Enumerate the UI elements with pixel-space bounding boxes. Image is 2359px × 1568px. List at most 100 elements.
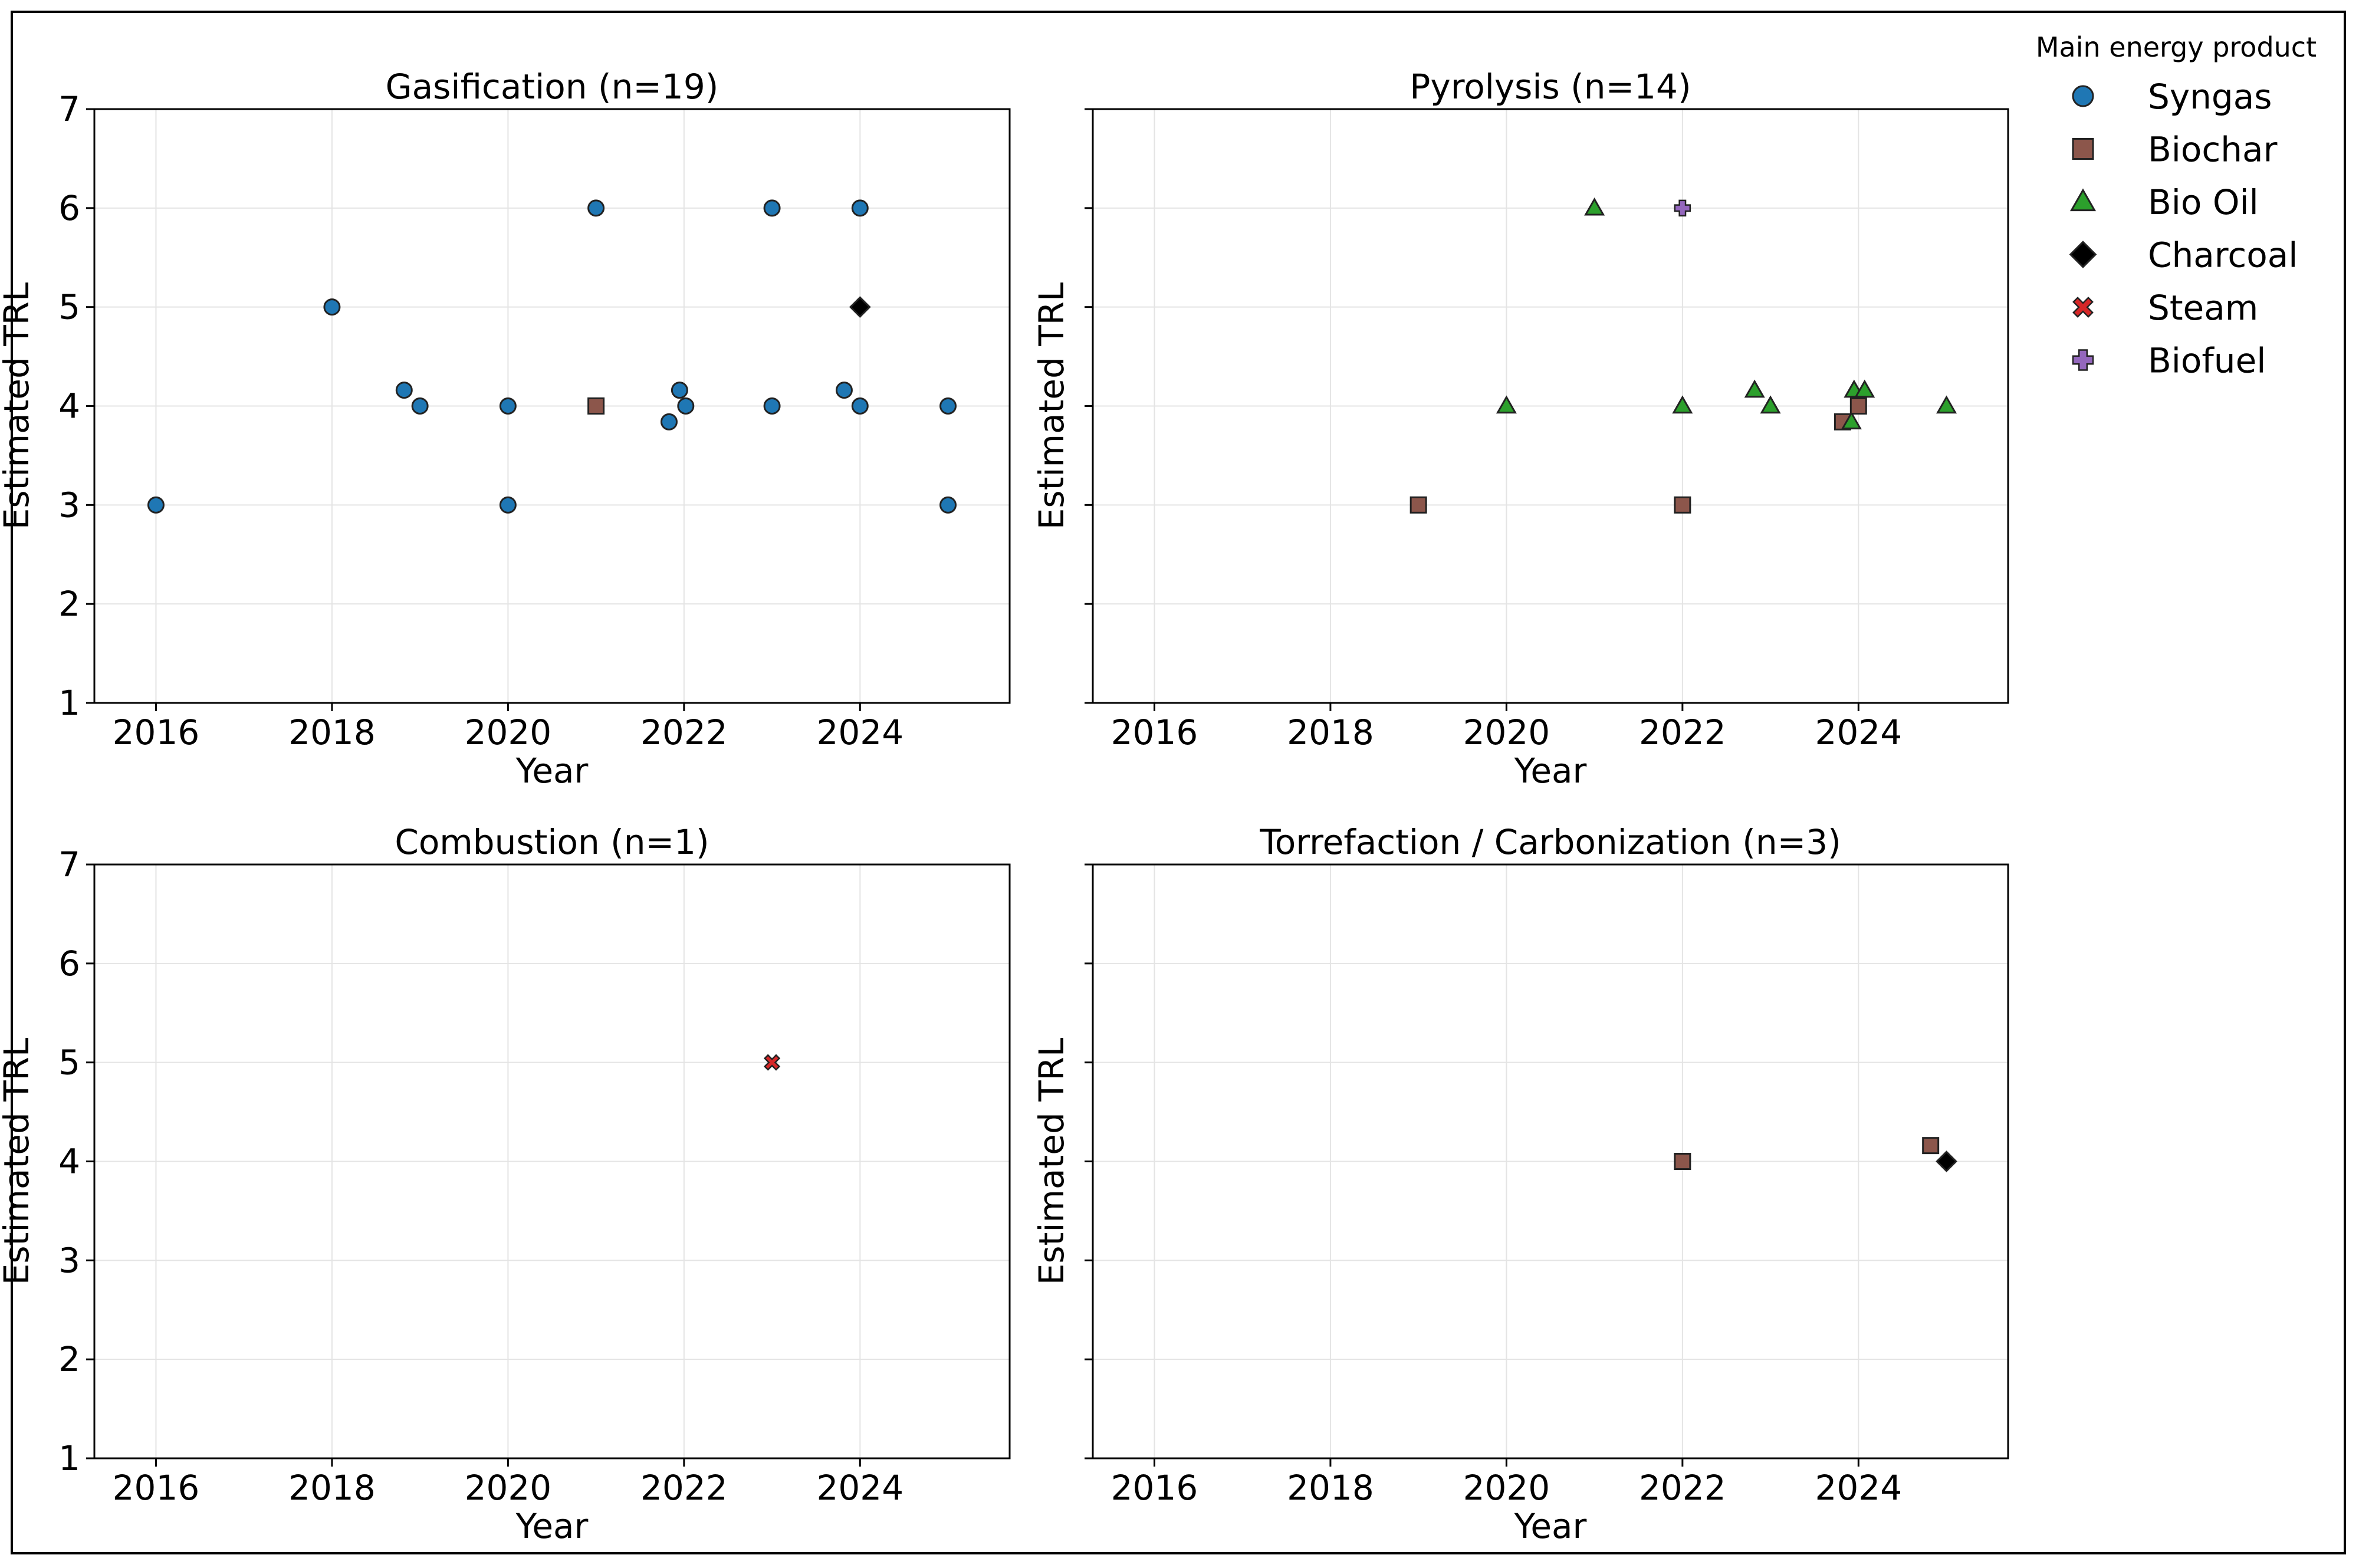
x-tick-label: 2024 [1815, 1468, 1903, 1508]
data-point-bio-oil [1744, 379, 1765, 398]
y-tick-label: 3 [58, 1240, 80, 1280]
data-point-syngas [395, 382, 413, 399]
legend-item-syngas: Syngas [2072, 77, 2272, 117]
y-tick-label: 5 [58, 1043, 80, 1083]
data-point-bio-oil [1760, 395, 1781, 414]
data-point-biochar [1674, 1153, 1691, 1170]
legend-item-bio-oil: Bio Oil [2069, 182, 2259, 222]
data-point-syngas [323, 298, 341, 316]
x-tick-label: 2020 [465, 712, 552, 752]
data-point-charcoal [1936, 1150, 1957, 1172]
x-tick-label: 2022 [640, 1468, 728, 1508]
x-tick-label: 2018 [1287, 712, 1374, 752]
data-point-syngas [499, 397, 517, 415]
data-point-syngas [671, 382, 688, 399]
data-point-biochar [1849, 397, 1867, 415]
legend-item-biofuel: Biofuel [2072, 341, 2266, 381]
x-tick-label: 2016 [113, 1468, 200, 1508]
legend-marker-plus-icon [2072, 349, 2094, 371]
data-point-steam [763, 1054, 781, 1071]
legend-marker-triangle-icon [2069, 188, 2097, 212]
x-tick-label: 2024 [817, 1468, 904, 1508]
x-tick-label: 2018 [288, 712, 376, 752]
x-tick-label: 2024 [1815, 712, 1903, 752]
y-tick-label: 6 [58, 188, 80, 228]
x-tick-label: 2016 [1111, 712, 1198, 752]
data-point-syngas [763, 199, 781, 217]
data-point-syngas [587, 199, 605, 217]
y-tick-label: 2 [58, 584, 80, 624]
x-tick-label: 2020 [1463, 712, 1550, 752]
y-tick-label: 3 [58, 485, 80, 525]
x-tick-label: 2024 [817, 712, 904, 752]
subplot-2: Pyrolysis (n=14) 2016 2018 2020 2022 2024 Year… [1031, 67, 2009, 791]
x-axis-label: Year [1514, 751, 1587, 791]
legend-label: Biochar [2148, 130, 2278, 170]
data-point-syngas [851, 397, 869, 415]
data-point-bio-oil [1496, 395, 1517, 414]
data-point-bio-oil [1672, 395, 1693, 414]
y-axis-label: Estimated TRL [1031, 282, 1072, 530]
x-tick-label: 2020 [465, 1468, 552, 1508]
x-tick-label: 2016 [1111, 1468, 1198, 1508]
legend-marker-diamond-icon [2069, 241, 2097, 268]
data-point-bio-oil [1584, 197, 1605, 216]
x-tick-label: 2018 [1287, 1468, 1374, 1508]
data-point-bio-oil [1936, 395, 1957, 414]
legend: Main energy product Syngas Biochar Bio Oil C… [2036, 31, 2317, 381]
legend-label: Syngas [2148, 77, 2272, 117]
data-point-syngas [411, 397, 429, 415]
x-tick-label: 2018 [288, 1468, 376, 1508]
legend-label: Biofuel [2148, 341, 2266, 381]
data-point-syngas [660, 413, 678, 430]
subplot-title: Pyrolysis (n=14) [1410, 67, 1691, 107]
y-axis-label: Estimated TRL [0, 1038, 37, 1285]
legend-label: Bio Oil [2148, 182, 2259, 222]
y-axis-label: Estimated TRL [0, 282, 37, 530]
data-point-syngas [939, 397, 957, 415]
data-point-bio-oil [1841, 411, 1862, 430]
y-tick-label: 2 [58, 1339, 80, 1379]
data-point-biochar [587, 397, 605, 415]
legend-label: Steam [2148, 288, 2258, 328]
subplot-title: Combustion (n=1) [395, 822, 709, 862]
legend-marker-x-icon [2072, 297, 2094, 318]
subplot-3: Combustion (n=1) 2016 2018 2020 2022 2024 Year… [0, 822, 1011, 1546]
subplot-title: Torrefaction / Carbonization (n=3) [1259, 822, 1841, 862]
data-point-syngas [499, 496, 517, 514]
data-point-biofuel [1674, 199, 1691, 217]
legend-item-steam: Steam [2072, 288, 2258, 328]
subplot-1: Gasification (n=19) 2016 2018 2020 2022 2024 Y… [0, 67, 1011, 791]
data-point-biochar [1922, 1137, 1940, 1155]
x-axis-label: Year [1514, 1506, 1587, 1546]
x-tick-label: 2020 [1463, 1468, 1550, 1508]
y-tick-label: 1 [58, 683, 80, 723]
y-tick-label: 6 [58, 944, 80, 984]
y-tick-label: 5 [58, 287, 80, 327]
y-tick-label: 4 [58, 1142, 80, 1182]
data-point-syngas [851, 199, 869, 217]
legend-title: Main energy product [2036, 31, 2317, 63]
legend-label: Charcoal [2148, 235, 2298, 275]
subplot-title: Gasification (n=19) [386, 67, 719, 107]
y-tick-label: 4 [58, 386, 80, 426]
y-tick-label: 1 [58, 1438, 80, 1478]
x-axis-label: Year [515, 751, 589, 791]
x-axis-label: Year [515, 1506, 589, 1546]
y-tick-label: 7 [58, 89, 80, 129]
data-point-syngas [835, 382, 853, 399]
x-tick-label: 2022 [640, 712, 728, 752]
y-tick-label: 7 [58, 844, 80, 885]
data-point-bio-oil [1854, 379, 1875, 398]
y-axis-label: Estimated TRL [1031, 1038, 1072, 1285]
data-point-syngas [763, 397, 781, 415]
data-point-syngas [677, 397, 695, 415]
subplot-4: Torrefaction / Carbonization (n=3) 2016 20… [1031, 822, 2009, 1546]
x-tick-label: 2022 [1639, 712, 1726, 752]
legend-item-biochar: Biochar [2072, 130, 2278, 170]
figure-frame [11, 11, 2346, 1554]
legend-item-charcoal: Charcoal [2069, 235, 2298, 275]
legend-marker-square-icon [2072, 138, 2094, 160]
